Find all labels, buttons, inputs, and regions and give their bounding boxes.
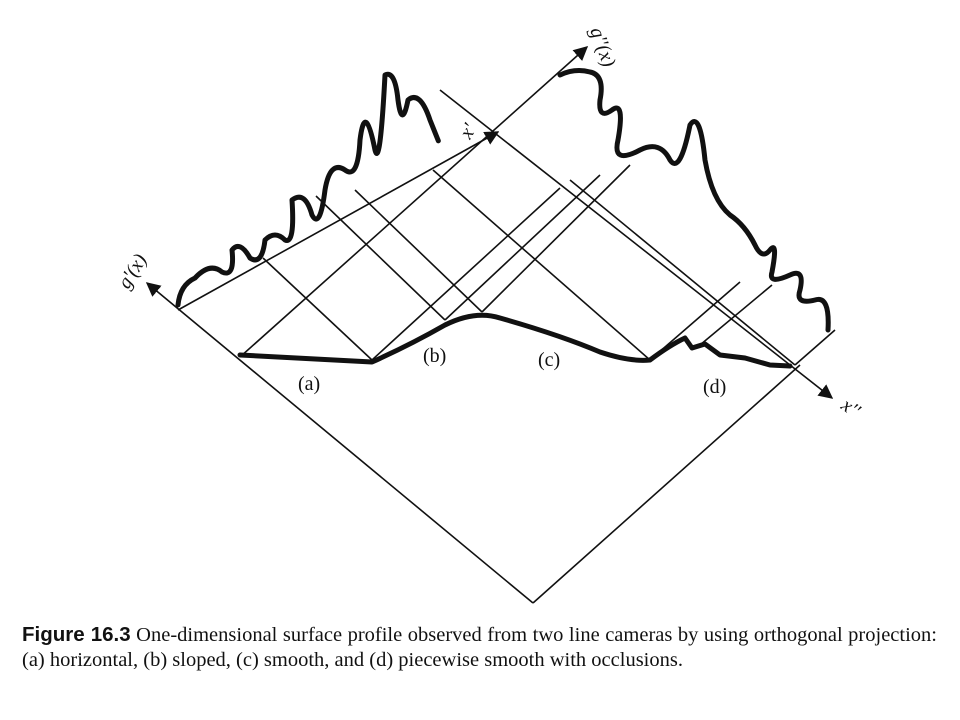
g2-profile — [557, 68, 831, 333]
region-label: (b) — [423, 345, 446, 367]
diamond-edge — [532, 364, 801, 604]
axis-label: g'(x) — [114, 250, 152, 293]
region-label: (d) — [703, 376, 726, 398]
region-label: (a) — [298, 373, 320, 395]
figure: g'(x) g''(x) x' x'' (a) (b) (c) (d) — [114, 24, 865, 604]
g1-axis — [145, 282, 534, 604]
axis-label: g''(x) — [585, 24, 620, 70]
axis-label: x' — [455, 119, 481, 143]
g1-profile — [175, 71, 441, 308]
surface-profile — [237, 312, 793, 369]
caption: Figure 16.3 One-dimensional surface prof… — [22, 622, 937, 673]
x2-axis — [439, 89, 834, 399]
caption-label: Figure 16.3 — [22, 623, 131, 646]
caption-text: One-dimensional surface profile observed… — [22, 624, 937, 671]
region-label: (c) — [538, 349, 560, 371]
g2-axis — [239, 46, 589, 358]
x1-axis — [177, 131, 500, 311]
axis-label: x'' — [836, 394, 864, 423]
